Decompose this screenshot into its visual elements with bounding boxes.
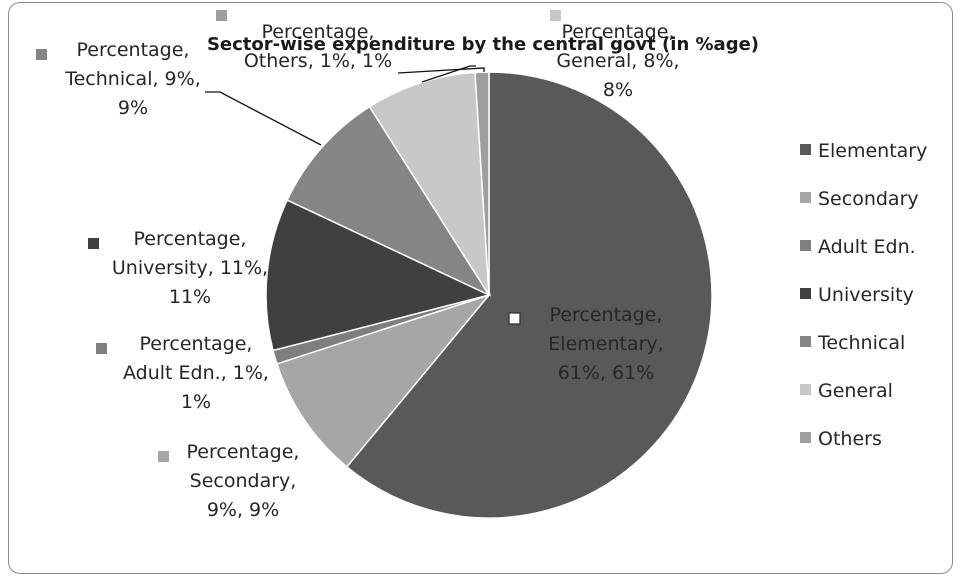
data-label-marker-technical — [36, 49, 47, 60]
leader-lines — [205, 65, 485, 146]
data-labels: Percentage, Elementary, 61%, 61% Percentage… — [36, 10, 680, 521]
legend-swatch-general — [800, 384, 811, 395]
data-label-elementary: Percentage, Elementary, 61%, 61% — [548, 304, 663, 384]
legend-swatch-elementary — [800, 144, 811, 155]
data-label-marker-others — [216, 10, 227, 21]
slice-university — [265, 199, 492, 352]
data-label-others: Percentage, Others, 1%, 1% — [244, 21, 392, 72]
legend-label-secondary: Secondary — [818, 188, 919, 210]
data-label-marker-general — [550, 10, 561, 21]
data-label-marker-secondary — [158, 451, 169, 462]
legend-label-university: University — [818, 284, 914, 306]
slice-elementary — [345, 71, 713, 519]
chart-title: Sector-wise expenditure by the central g… — [207, 34, 759, 55]
slice-secondary — [275, 293, 492, 468]
data-label-marker-adult-edn — [96, 343, 107, 354]
legend: Elementary Secondary Adult Edn. University T… — [800, 140, 927, 450]
pie-slices — [265, 71, 713, 519]
legend-label-technical: Technical — [817, 332, 905, 354]
legend-label-adult-edn: Adult Edn. — [818, 236, 916, 258]
leader-line-general — [421, 65, 476, 83]
legend-swatch-others — [800, 432, 811, 443]
legend-label-others: Others — [818, 428, 882, 450]
legend-label-elementary: Elementary — [818, 140, 927, 162]
slice-general — [368, 71, 490, 296]
data-label-university: Percentage, University, 11%, 11% — [112, 228, 268, 308]
legend-label-general: General — [818, 380, 893, 402]
data-label-technical: Percentage, Technical, 9%, 9% — [64, 39, 201, 119]
legend-swatch-adult-edn — [800, 240, 811, 251]
leader-line-technical — [205, 91, 322, 146]
data-label-adult-edn: Percentage, Adult Edn., 1%, 1% — [123, 333, 269, 413]
slice-others — [474, 71, 490, 296]
legend-swatch-university — [800, 288, 811, 299]
slice-technical — [286, 105, 492, 297]
leader-line-others — [397, 67, 485, 74]
data-label-marker-university — [88, 238, 99, 249]
data-label-secondary: Percentage, Secondary, 9%, 9% — [187, 441, 300, 521]
data-label-general: Percentage, General, 8%, 8% — [556, 21, 679, 101]
legend-swatch-technical — [800, 336, 811, 347]
legend-swatch-secondary — [800, 192, 811, 203]
data-label-marker-elementary — [508, 312, 521, 325]
